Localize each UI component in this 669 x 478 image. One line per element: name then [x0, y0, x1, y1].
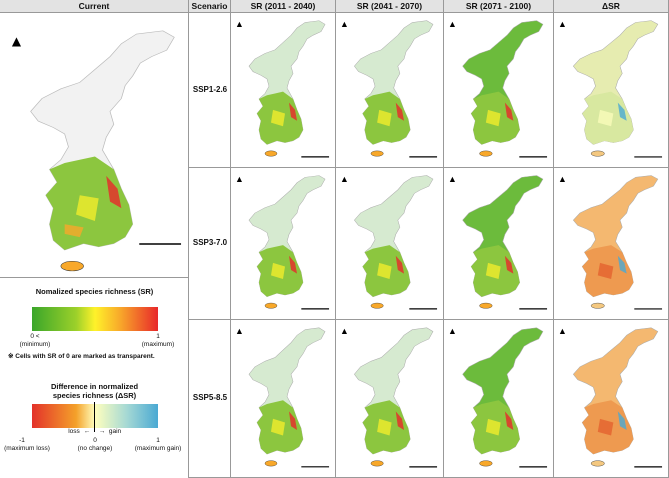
map-cell-r2-c4: ▲: [554, 168, 669, 320]
right-arrow-icon: →: [98, 428, 106, 435]
north-arrow-icon: ▲: [448, 174, 457, 184]
legend-sr-note: ※ Cells with SR of 0 are marked as trans…: [8, 353, 155, 360]
north-arrow-icon: ▲: [235, 326, 244, 336]
header-scenario: Scenario: [189, 0, 231, 13]
map-cell-r2-c2: ▲: [336, 168, 444, 320]
legend-delta-gain: gain: [108, 428, 122, 435]
map-cell-r1-c4: ▲: [554, 13, 669, 168]
legend-sr-max-text: (maximum): [141, 341, 175, 348]
map-cell-r3-c3: ▲: [444, 320, 554, 478]
current-map: ▲: [12, 29, 182, 272]
north-arrow-icon: ▲: [558, 19, 567, 29]
map-sr2-row3: ▲: [340, 326, 438, 468]
left-arrow-icon: ←: [83, 428, 91, 435]
legend-delta-mid-text: (no change): [77, 445, 113, 452]
map-cell-r2-c3: ▲: [444, 168, 554, 320]
north-arrow-icon: ▲: [340, 174, 349, 184]
north-arrow-icon: ▲: [235, 19, 244, 29]
north-arrow-icon: ▲: [12, 34, 22, 48]
map-sr1-row3: ▲: [235, 326, 330, 468]
scenario-cell-2: SSP3-7.0: [189, 168, 231, 320]
map-sr1-row1: ▲: [235, 19, 330, 158]
map-cell-r3-c4: ▲: [554, 320, 669, 478]
map-sr2-row1: ▲: [340, 19, 438, 158]
scenario-cell-3: SSP5-8.5: [189, 320, 231, 478]
scenario-label-ssp1: SSP1-2.6: [192, 85, 228, 94]
current-map-panel: ▲: [0, 13, 189, 278]
map-cell-r3-c1: ▲: [231, 320, 336, 478]
legend-sr-title: Nomalized species richness (SR): [35, 287, 154, 296]
legend-delta-colorbar: [32, 404, 158, 428]
legend-delta-zero-line: [94, 402, 95, 432]
map-cell-r1-c1: ▲: [231, 13, 336, 168]
north-arrow-icon: ▲: [448, 326, 457, 336]
legend-delta-max-text: (maximum gain): [134, 445, 182, 452]
legend-sr-min: 0 <: [30, 333, 40, 340]
north-arrow-icon: ▲: [235, 174, 244, 184]
map-delta-row1: ▲: [558, 19, 663, 158]
legend-sr-min-text: (minimum): [19, 341, 51, 348]
scenario-label-ssp3: SSP3-7.0: [192, 238, 228, 247]
north-arrow-icon: ▲: [340, 326, 349, 336]
legend-delta-mid: 0: [93, 437, 97, 444]
north-arrow-icon: ▲: [558, 326, 567, 336]
map-cell-r1-c2: ▲: [336, 13, 444, 168]
legend-delta-min: -1: [19, 437, 25, 444]
header-sr-2071-2100: SR (2071 - 2100): [444, 0, 554, 13]
map-delta-row3: ▲: [558, 326, 663, 468]
map-delta-row2: ▲: [558, 174, 663, 310]
legend-sr-max: 1: [156, 333, 160, 340]
header-current: Current: [0, 0, 189, 13]
legend-delta-title-1: Difference in normalized: [50, 382, 139, 391]
map-sr3-row2: ▲: [448, 174, 548, 310]
header-sr-2041-2070: SR (2041 - 2070): [336, 0, 444, 13]
legend-delta-min-text: (maximum loss): [4, 445, 50, 452]
header-delta-sr: ΔSR: [554, 0, 669, 13]
map-sr2-row2: ▲: [340, 174, 438, 310]
map-sr3-row3: ▲: [448, 326, 548, 468]
north-arrow-icon: ▲: [340, 19, 349, 29]
legend-sr-colorbar: [32, 307, 158, 331]
scenario-cell-1: SSP1-2.6: [189, 13, 231, 168]
map-cell-r1-c3: ▲: [444, 13, 554, 168]
legend-panel: Nomalized species richness (SR) 0 < (min…: [0, 278, 189, 478]
scenario-label-ssp5: SSP5-8.5: [192, 393, 228, 402]
legend-delta-loss: loss: [68, 428, 80, 435]
legend-delta-title-2: species richness (ΔSR): [52, 391, 137, 400]
map-cell-r2-c1: ▲: [231, 168, 336, 320]
header-sr-2011-2040: SR (2011 - 2040): [231, 0, 336, 13]
map-cell-r3-c2: ▲: [336, 320, 444, 478]
north-arrow-icon: ▲: [558, 174, 567, 184]
map-sr3-row1: ▲: [448, 19, 548, 158]
legend-delta-max: 1: [156, 437, 160, 444]
north-arrow-icon: ▲: [448, 19, 457, 29]
map-sr1-row2: ▲: [235, 174, 330, 310]
